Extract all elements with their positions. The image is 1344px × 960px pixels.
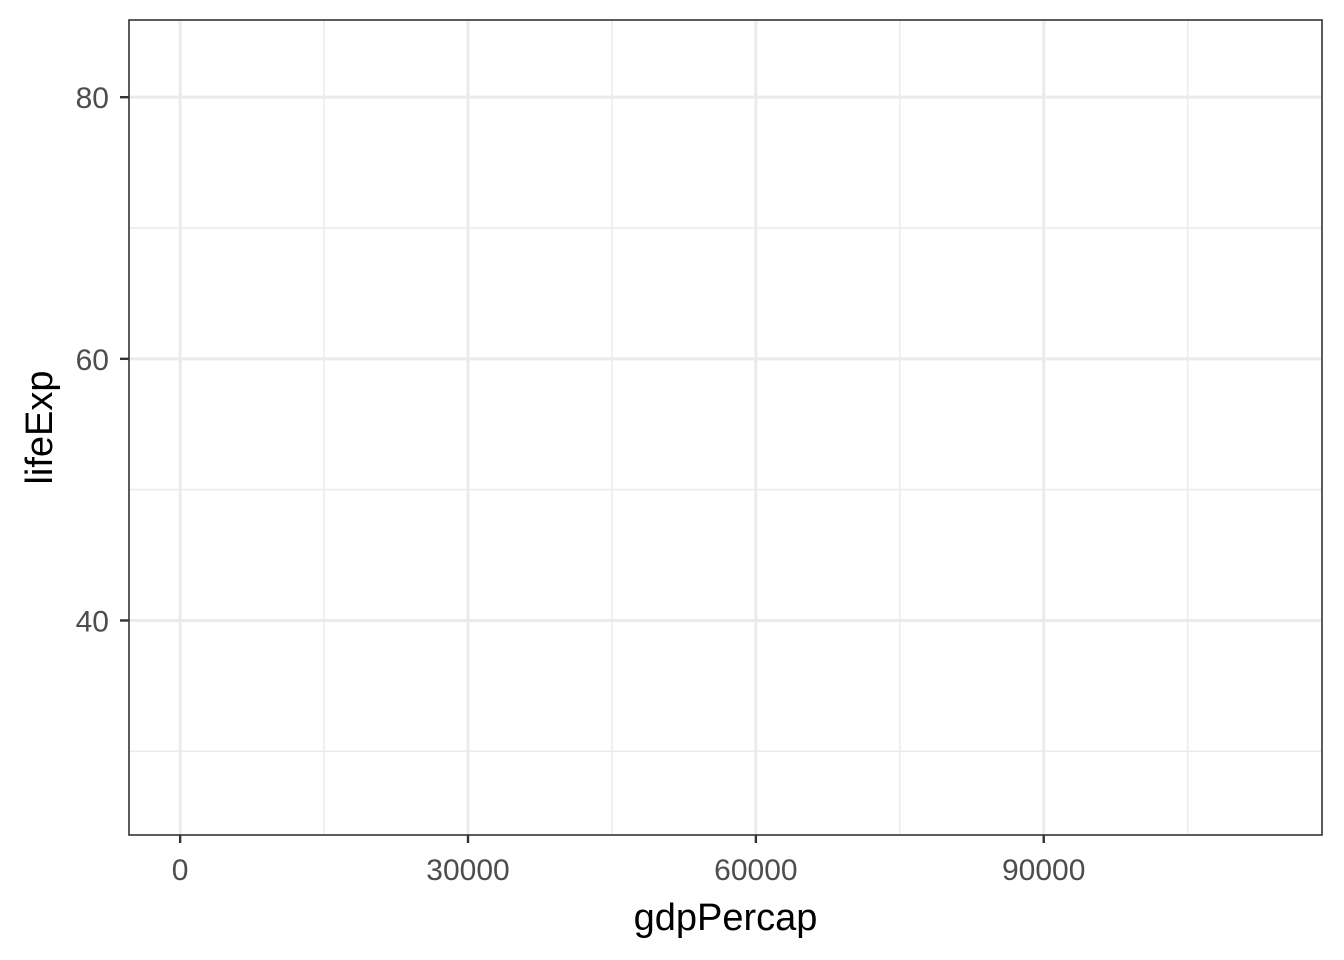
y-tick-label: 40 <box>76 605 109 638</box>
x-tick-label: 30000 <box>426 854 509 887</box>
grid-layer <box>129 20 1322 835</box>
y-tick-label: 80 <box>76 82 109 115</box>
ticks-layer <box>120 95 1045 843</box>
x-axis-title: gdpPercap <box>634 897 818 939</box>
tick-labels-layer: 0 30000 60000 90000 40 60 80 <box>76 82 1086 887</box>
x-tick-label: 90000 <box>1002 854 1085 887</box>
y-tick-label: 60 <box>76 344 109 377</box>
x-tick-label: 60000 <box>714 854 797 887</box>
x-tick-label: 0 <box>172 854 189 887</box>
y-axis-title: lifeExp <box>19 370 61 484</box>
panel-border <box>128 19 1323 836</box>
